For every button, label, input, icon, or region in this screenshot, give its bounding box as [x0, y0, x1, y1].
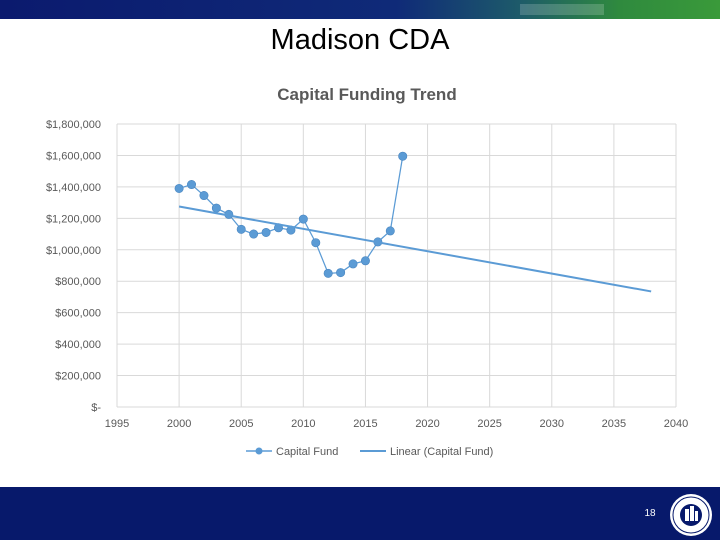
- data-point-capital-fund: [298, 214, 308, 224]
- slide-title: Madison CDA: [270, 24, 450, 56]
- data-point-capital-fund: [323, 268, 333, 278]
- data-point-capital-fund: [336, 268, 346, 278]
- legend-marker-capital-fund: [255, 447, 263, 455]
- y-tick-label: $1,400,000: [46, 182, 101, 194]
- capital-funding-chart: Capital Funding Trend $- $200,000 $400,000…: [46, 85, 688, 458]
- legend: Capital Fund Linear (Capital Fund): [246, 446, 493, 458]
- x-tick-label: 2035: [602, 418, 626, 430]
- y-tick-label: $200,000: [55, 371, 101, 383]
- data-point-capital-fund: [360, 256, 370, 266]
- y-tick-label: $1,000,000: [46, 245, 101, 257]
- y-tick-label: $800,000: [55, 276, 101, 288]
- x-tick-label: 1995: [105, 418, 129, 430]
- x-axis-tick-labels: 1995 2000 2005 2010 2015 2020 2025 2030 2035 2040: [105, 418, 688, 430]
- x-tick-label: 2000: [167, 418, 191, 430]
- hud-seal-logo: [670, 494, 712, 536]
- bottom-banner: [0, 487, 720, 540]
- data-point-capital-fund: [211, 203, 221, 213]
- x-tick-label: 2020: [415, 418, 439, 430]
- x-tick-label: 2005: [229, 418, 253, 430]
- x-tick-label: 2030: [540, 418, 564, 430]
- data-point-capital-fund: [261, 227, 271, 237]
- data-series: [174, 151, 652, 293]
- y-tick-label: $1,600,000: [46, 150, 101, 162]
- top-banner: [0, 0, 720, 19]
- x-tick-label: 2025: [477, 418, 501, 430]
- y-tick-label: $400,000: [55, 339, 101, 351]
- y-tick-label: $600,000: [55, 308, 101, 320]
- gridlines: [116, 123, 677, 408]
- data-point-capital-fund: [199, 191, 209, 201]
- data-point-capital-fund: [249, 229, 259, 239]
- data-point-capital-fund: [174, 183, 184, 193]
- series-line-capital-fund: [178, 156, 404, 275]
- page-number: 18: [644, 508, 656, 519]
- x-tick-label: 2040: [664, 418, 688, 430]
- y-tick-label: $-: [91, 402, 101, 414]
- x-tick-label: 2015: [353, 418, 377, 430]
- data-point-capital-fund: [398, 151, 408, 161]
- x-tick-label: 2010: [291, 418, 315, 430]
- y-axis-tick-labels: $- $200,000 $400,000 $600,000 $800,000 $1,000…: [46, 119, 101, 414]
- legend-label-capital-fund: Capital Fund: [276, 446, 338, 458]
- chart-title: Capital Funding Trend: [277, 85, 456, 104]
- trendline-capital-fund: [178, 205, 652, 293]
- y-tick-label: $1,800,000: [46, 119, 101, 131]
- data-point-capital-fund: [385, 226, 395, 236]
- data-point-capital-fund: [348, 259, 358, 269]
- legend-label-linear-capital-fund: Linear (Capital Fund): [390, 446, 493, 458]
- data-point-capital-fund: [236, 224, 246, 234]
- banner-stamp: [520, 4, 604, 15]
- y-tick-label: $1,200,000: [46, 213, 101, 225]
- data-point-capital-fund: [187, 180, 197, 190]
- data-point-capital-fund: [311, 238, 321, 248]
